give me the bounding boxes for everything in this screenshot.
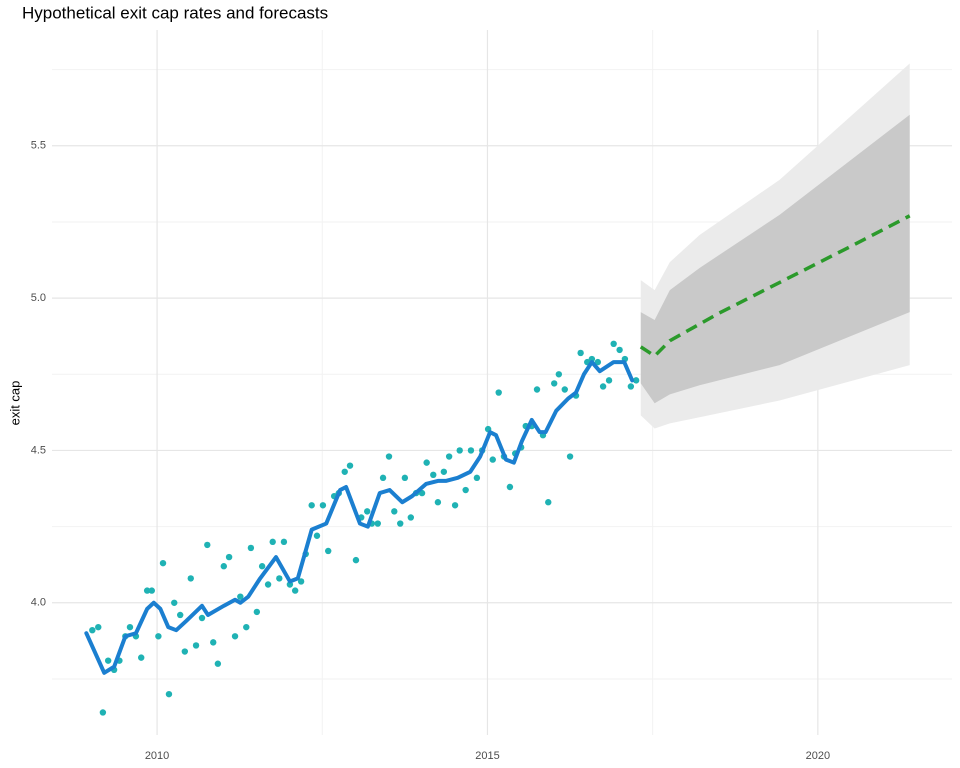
data-point (385, 453, 393, 460)
data-point (225, 553, 233, 561)
data-point (352, 556, 360, 564)
data-point (95, 623, 102, 631)
data-point (610, 340, 617, 348)
data-point (313, 532, 321, 539)
y-tick-label: 5.5 (31, 140, 46, 152)
data-point (627, 383, 635, 390)
data-point (456, 447, 463, 454)
data-point (104, 657, 112, 664)
data-point (181, 648, 189, 655)
data-point (155, 633, 162, 640)
data-point (473, 474, 481, 482)
y-tick-label: 4.5 (31, 444, 46, 456)
data-point (138, 654, 145, 661)
data-point (99, 709, 107, 716)
data-point (258, 563, 266, 570)
data-point (143, 587, 151, 594)
data-point (264, 581, 272, 588)
data-point (363, 508, 371, 515)
x-tick-label: 2020 (806, 750, 830, 762)
data-point (159, 559, 167, 567)
data-point (588, 355, 596, 363)
data-point (308, 502, 315, 509)
data-point (440, 468, 448, 475)
data-point (297, 578, 305, 585)
data-point (126, 623, 134, 631)
data-point (280, 538, 288, 546)
fitted-line (84, 360, 635, 675)
data-point (451, 502, 459, 509)
data-point (341, 468, 348, 475)
data-point (237, 593, 244, 600)
data-point (605, 377, 613, 384)
data-point (599, 383, 607, 390)
data-point (148, 587, 155, 594)
data-point (319, 502, 327, 509)
data-point (89, 626, 96, 634)
data-point (407, 514, 415, 521)
data-point (187, 575, 194, 582)
data-point (545, 499, 552, 506)
data-point (430, 471, 437, 479)
data-point (198, 614, 206, 622)
data-point (214, 660, 222, 667)
data-point (566, 453, 574, 460)
data-point (423, 459, 430, 466)
data-point (434, 499, 442, 506)
data-point (276, 575, 283, 582)
data-point (210, 639, 217, 646)
data-point (325, 547, 332, 555)
data-point (561, 386, 568, 393)
data-point (616, 346, 623, 354)
data-point (374, 520, 381, 527)
data-point (495, 389, 502, 396)
y-tick-label: 5.0 (31, 292, 46, 304)
data-point (176, 611, 184, 619)
data-point (467, 447, 475, 454)
data-point (165, 690, 173, 698)
data-point (594, 358, 602, 366)
x-tick-label: 2010 (145, 750, 169, 762)
data-point (551, 380, 558, 387)
data-point (489, 456, 496, 463)
data-point (346, 462, 354, 469)
data-point (632, 377, 640, 384)
data-point (577, 349, 584, 357)
data-point (397, 520, 404, 527)
data-point (204, 541, 211, 549)
data-point (555, 371, 563, 378)
chart-title: Hypothetical exit cap rates and forecast… (22, 3, 328, 22)
data-point (171, 599, 178, 606)
data-point (379, 474, 387, 482)
data-point (506, 483, 514, 491)
data-point (533, 386, 541, 393)
y-axis-label: exit cap (7, 381, 22, 426)
data-point (391, 508, 398, 515)
data-point (269, 538, 276, 546)
data-point (401, 474, 409, 482)
data-point (243, 623, 250, 631)
y-tick-label: 4.0 (31, 597, 46, 609)
data-point (291, 587, 299, 594)
plot-area (84, 63, 911, 716)
data-point (445, 453, 453, 460)
data-point (247, 544, 255, 552)
data-point (253, 608, 261, 616)
forecast-band (640, 114, 910, 404)
data-point (462, 486, 469, 494)
data-point (231, 633, 239, 640)
data-point (192, 642, 200, 649)
x-tick-label: 2015 (475, 750, 499, 762)
data-point (220, 563, 228, 570)
